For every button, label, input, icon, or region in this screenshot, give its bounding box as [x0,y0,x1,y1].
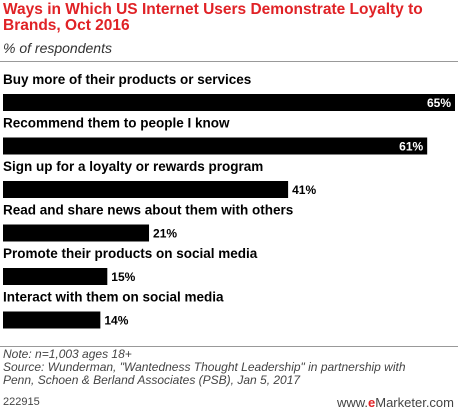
category-label: Recommend them to people I know [3,116,230,131]
brand-e: e [368,395,376,410]
chart-id: 222915 [3,396,40,408]
bar [3,268,108,285]
note-line-source: Source: Wunderman, "Wantedness Thought L… [3,360,406,374]
brand-prefix: www. [336,395,369,410]
category-label: Read and share news about them with othe… [3,203,293,218]
bar [3,94,455,111]
bar [3,311,101,329]
value-label: 14% [104,314,128,328]
category-label: Sign up for a loyalty or rewards program [3,159,263,174]
category-label: Promote their products on social media [3,246,258,261]
bar-chart: Buy more of their products or services 65… [3,72,455,329]
category-label: Buy more of their products or services [3,72,251,87]
chart-subtitle: % of respondents [3,40,112,56]
bottom-divider [0,346,458,347]
note-line-source-cont: Penn, Schoen & Berland Associates (PSB),… [3,373,301,387]
bar [3,137,428,155]
chart-title: Ways in Which US Internet Users Demonstr… [3,1,423,34]
chart-note: Note: n=1,003 ages 18+ Source: Wunderman… [3,348,457,387]
category-label: Interact with them on social media [3,290,224,305]
brand-name: Marketer.com [375,395,454,410]
value-label: 15% [111,270,135,284]
bar [3,224,150,242]
bar [3,181,289,198]
value-label: 65% [427,96,451,110]
value-label: 41% [292,183,316,197]
note-line-sample: Note: n=1,003 ages 18+ [3,347,132,361]
value-label: 61% [399,140,423,154]
top-divider [0,61,458,62]
value-label: 21% [153,227,177,241]
brand-logo: www.eMarketer.com [337,395,454,410]
